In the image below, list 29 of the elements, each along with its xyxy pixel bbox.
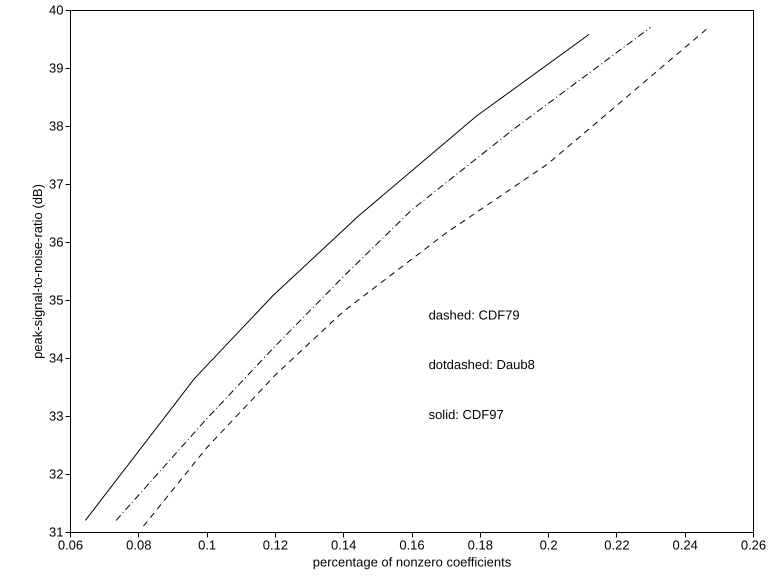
y-tick-label: 38 [49,118,64,134]
annotation: dashed: CDF79 [428,307,520,322]
x-tick-label: 0.1 [198,538,216,552]
line-series [142,26,710,527]
y-tick-label: 37 [49,176,64,192]
y-tick-label: 39 [49,60,64,76]
x-tick-label: 0.14 [331,538,356,552]
y-tick-label: 32 [49,466,64,482]
x-axis-title: percentage of nonzero coefficients [312,554,512,570]
x-tick-label: 0.06 [58,538,84,552]
annotation: dotdashed: Daub8 [428,357,535,372]
x-tick-label: 0.18 [468,538,493,552]
y-tick-label: 35 [49,292,64,308]
line-series [84,34,590,521]
y-axis-title: peak-signal-to-noise-ratio (dB) [30,184,46,359]
y-tick-label: 40 [49,2,64,18]
x-tick-label: 0.22 [604,538,630,552]
x-tick-label: 0.24 [672,538,698,552]
line-series [116,26,652,521]
y-tick-label: 31 [49,524,64,540]
x-tick-label: 0.2 [540,538,558,552]
annotation: solid: CDF97 [428,407,504,422]
y-tick-label: 36 [49,234,64,250]
y-tick-label: 33 [49,408,64,424]
x-tick-label: 0.26 [740,538,766,552]
y-tick-label: 34 [49,350,64,366]
x-tick-label: 0.08 [126,538,152,552]
x-tick-label: 0.12 [262,538,288,552]
x-tick-label: 0.16 [399,538,425,552]
